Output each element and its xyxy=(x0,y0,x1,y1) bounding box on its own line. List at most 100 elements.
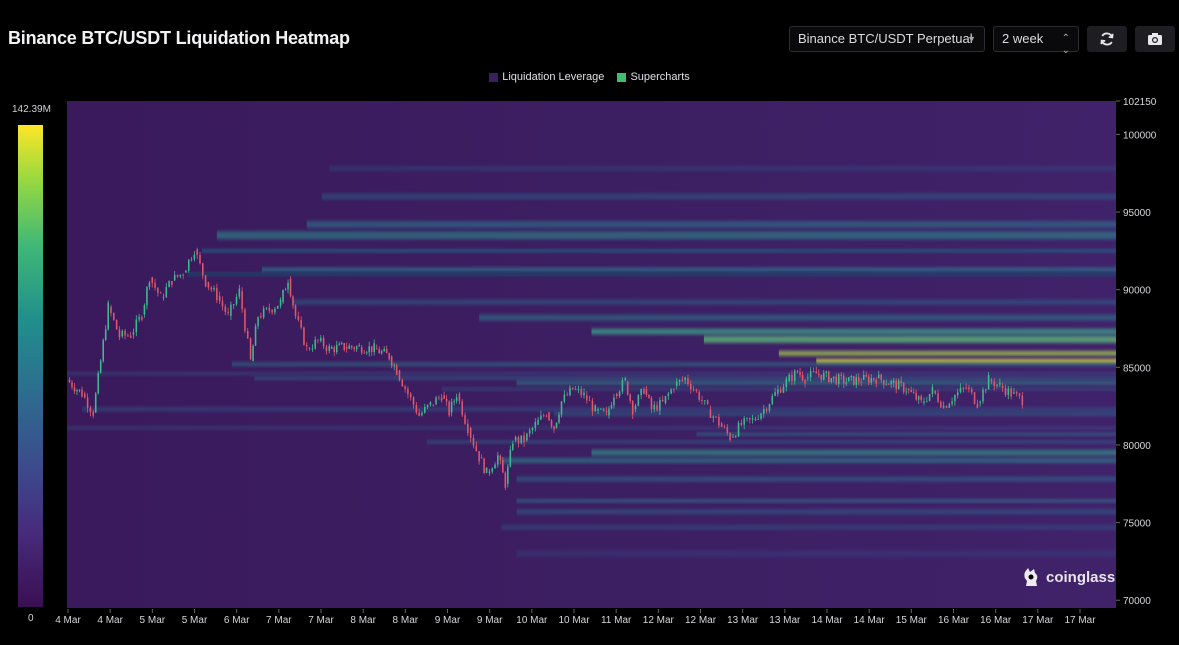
candle-body xyxy=(303,327,305,346)
candle-body xyxy=(968,387,970,390)
candle-body xyxy=(920,396,922,401)
candle-body xyxy=(300,320,302,328)
candle-body xyxy=(135,319,138,333)
candle-body xyxy=(124,330,126,336)
candle-body xyxy=(931,387,934,394)
candle-body xyxy=(880,374,883,381)
candle-body xyxy=(81,389,83,397)
candle-body xyxy=(246,331,249,339)
candle-body xyxy=(763,409,765,414)
liquidation-band xyxy=(441,387,1117,391)
candle-body xyxy=(588,400,591,402)
candle-body xyxy=(548,412,550,421)
candle-body xyxy=(987,375,990,390)
liquidation-band xyxy=(186,272,1116,276)
liquidation-band xyxy=(201,249,1116,253)
candle-body xyxy=(729,433,731,441)
screenshot-button[interactable] xyxy=(1135,26,1175,52)
candle-body xyxy=(796,370,799,373)
candle-body xyxy=(915,393,917,400)
candle-body xyxy=(602,408,605,412)
candle-body xyxy=(450,401,453,413)
candle-body xyxy=(443,395,445,399)
candle-body xyxy=(127,335,129,337)
candle-body xyxy=(650,397,653,410)
candle-body xyxy=(917,396,920,400)
candle-body xyxy=(514,437,517,441)
y-tick-label: 80000 xyxy=(1123,441,1151,452)
coinglass-logo-icon xyxy=(1024,568,1038,586)
candle-body xyxy=(591,400,594,412)
candle-body xyxy=(791,374,793,381)
candle-body xyxy=(1004,388,1007,396)
x-tick-label: 10 Mar xyxy=(516,615,548,626)
candle-body xyxy=(335,345,338,353)
liquidation-band xyxy=(516,476,1116,482)
candle-body xyxy=(605,411,608,412)
candle-body xyxy=(577,389,580,390)
y-tick-label: 75000 xyxy=(1123,519,1151,530)
range-select[interactable]: 2 week ⌃ ⌄ xyxy=(993,26,1079,56)
legend-item-supercharts[interactable]: Supercharts xyxy=(617,71,690,83)
candle-body xyxy=(409,393,412,398)
candle-body xyxy=(999,382,1001,385)
candle-body xyxy=(475,445,478,452)
colorbar-min-label: 0 xyxy=(28,613,34,624)
candle-body xyxy=(882,380,885,385)
candle-body xyxy=(104,329,107,341)
candle-body xyxy=(271,309,273,313)
refresh-button[interactable] xyxy=(1087,26,1127,52)
candle-body xyxy=(720,423,723,427)
candle-body xyxy=(370,346,373,353)
candle-body xyxy=(900,380,902,384)
candle-body xyxy=(102,340,105,362)
candle-body xyxy=(608,408,610,416)
candle-body xyxy=(297,316,300,321)
liquidation-band xyxy=(591,449,1116,456)
candle-body xyxy=(423,406,426,413)
candle-body xyxy=(333,347,336,353)
candle-body xyxy=(954,395,956,402)
candle-body xyxy=(905,391,907,393)
candle-body xyxy=(857,377,860,382)
candle-body xyxy=(656,404,658,411)
candle-body xyxy=(586,395,588,401)
candle-body xyxy=(809,371,812,378)
candle-body xyxy=(330,347,333,349)
candle-body xyxy=(182,274,184,276)
candle-body xyxy=(113,313,115,320)
candle-body xyxy=(448,401,450,416)
liquidation-band xyxy=(516,499,1116,503)
candle-body xyxy=(629,394,631,402)
candle-body xyxy=(687,378,689,384)
candle-body xyxy=(159,292,162,294)
candle-body xyxy=(338,343,341,346)
candle-body xyxy=(92,411,95,416)
candle-body xyxy=(254,326,257,346)
candle-body xyxy=(875,379,878,384)
candle-body xyxy=(832,376,835,379)
liquidation-band xyxy=(261,267,1116,272)
candle-body xyxy=(308,348,311,350)
candle-body xyxy=(171,281,173,285)
candle-body xyxy=(168,281,170,288)
liquidation-band xyxy=(291,299,1116,305)
liquidation-band xyxy=(501,524,1117,530)
candle-body xyxy=(110,306,112,314)
pair-select[interactable]: Binance BTC/USDT Perpetual ▼ xyxy=(789,26,985,52)
candle-body xyxy=(865,374,868,377)
range-select-value: 2 week xyxy=(1002,31,1044,46)
y-tick-label: 102150 xyxy=(1123,97,1157,108)
candle-body xyxy=(801,374,804,381)
candle-body xyxy=(252,345,254,362)
candle-body xyxy=(340,343,343,344)
liquidation-band xyxy=(231,362,1117,367)
candle-body xyxy=(695,389,698,391)
candle-body xyxy=(774,392,776,396)
legend-item-liquidation-leverage[interactable]: Liquidation Leverage xyxy=(489,71,604,83)
candle-body xyxy=(279,299,282,306)
x-tick-label: 14 Mar xyxy=(854,615,886,626)
legend-label: Liquidation Leverage xyxy=(502,71,605,83)
candle-body xyxy=(890,380,893,385)
candle-body xyxy=(910,389,912,392)
